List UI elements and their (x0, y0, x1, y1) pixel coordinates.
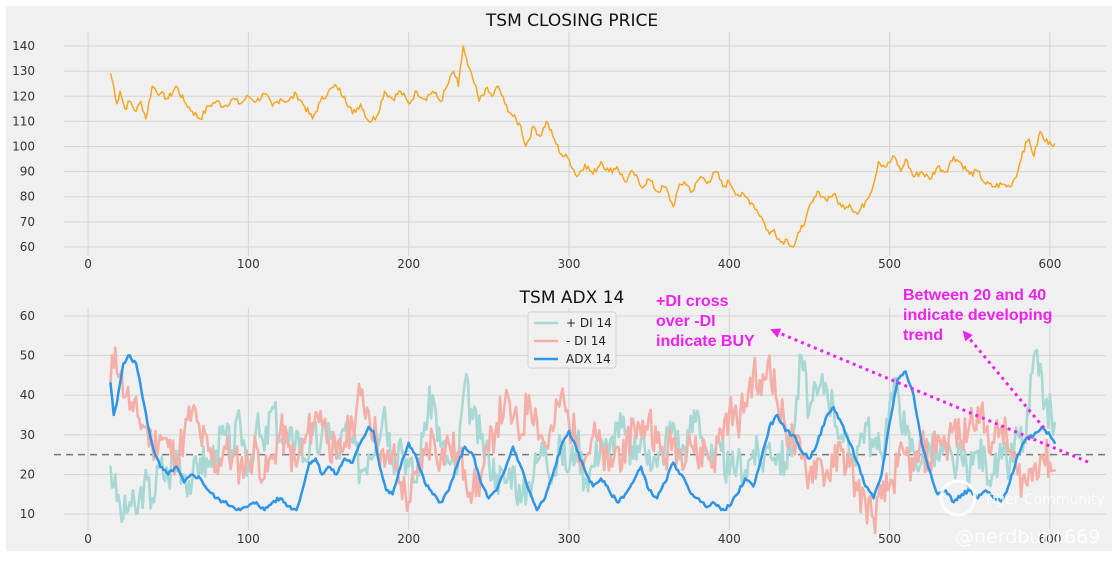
watermark: Tiger Community @nerdbull1669 (939, 479, 1105, 548)
price-grid (64, 32, 1106, 256)
price-tick-labels: 0 100 200 300 400 500 600 60 70 80 90 100 110 120 130 1… (12, 39, 1061, 271)
adx-xtick-label: 500 (878, 532, 901, 546)
price-xtick-label: 0 (84, 257, 92, 271)
price-xtick-label: 500 (878, 257, 901, 271)
adx-ytick-label: 30 (20, 428, 35, 442)
price-ytick-label: 80 (20, 190, 35, 204)
buy-annotation: +DI cross over -DI indicate BUY (656, 293, 1089, 464)
adx-chart-title: TSM ADX 14 (519, 288, 625, 308)
watermark-brand: Tiger Community (983, 492, 1105, 508)
trend-annotation-line-1: Between 20 and 40 (903, 287, 1046, 304)
price-series (109, 45, 1056, 248)
legend-label-minus-di: - DI 14 (566, 334, 606, 348)
adx-ytick-label: 60 (20, 309, 35, 323)
price-ytick-label: 100 (12, 140, 35, 154)
price-xtick-label: 300 (558, 257, 581, 271)
buy-annotation-arrow (770, 328, 1089, 464)
price-chart-title: TSM CLOSING PRICE (485, 11, 658, 31)
series-line-di-14 (109, 346, 1056, 535)
adx-ytick-label: 40 (20, 388, 35, 402)
price-ytick-label: 70 (20, 215, 35, 229)
price-ytick-label: 130 (12, 64, 35, 78)
legend-label-plus-di: + DI 14 (566, 316, 612, 330)
watermark-handle: @nerdbull1669 (955, 526, 1100, 548)
adx-xtick-label: 600 (1038, 532, 1061, 546)
price-chart: 0 100 200 300 400 500 600 60 70 80 90 100 110 120 130 1… (12, 11, 1106, 271)
adx-tick-labels: 0 100 200 300 400 500 600 10 20 30 40 50 60 (20, 309, 1062, 546)
adx-xtick-label: 200 (397, 532, 420, 546)
legend-label-adx: ADX 14 (566, 352, 611, 366)
adx-ytick-label: 50 (20, 349, 35, 363)
buy-annotation-line-2: over -DI (656, 313, 716, 330)
buy-annotation-line-3: indicate BUY (656, 333, 755, 350)
price-xtick-label: 400 (718, 257, 741, 271)
price-xtick-label: 600 (1038, 257, 1061, 271)
price-ytick-label: 60 (20, 240, 35, 254)
series-line-adx-14 (109, 354, 1056, 512)
trend-annotation-line-2: indicate developing (903, 307, 1052, 324)
adx-ytick-label: 10 (20, 507, 35, 521)
price-ytick-label: 90 (20, 165, 35, 179)
legend-box (527, 311, 617, 369)
adx-xtick-label: 300 (558, 532, 581, 546)
tiger-logo-icon (939, 479, 977, 517)
adx-chart: 0 100 200 300 400 500 600 10 20 30 40 50 60 TSM ADX … (20, 288, 1106, 546)
adx-xtick-label: 400 (718, 532, 741, 546)
adx-xtick-label: 0 (84, 532, 92, 546)
trend-annotation: Between 20 and 40 indicate developing tr… (903, 287, 1052, 429)
series-line-close (109, 45, 1056, 248)
buy-annotation-line-1: +DI cross (656, 293, 729, 310)
price-ytick-label: 140 (12, 39, 35, 53)
adx-series (109, 346, 1056, 535)
adx-xtick-label: 100 (237, 532, 260, 546)
adx-ytick-label: 20 (20, 467, 35, 481)
price-xtick-label: 200 (397, 257, 420, 271)
price-ytick-label: 110 (12, 114, 35, 128)
legend: + DI 14 - DI 14 ADX 14 (527, 311, 617, 369)
trend-annotation-line-3: trend (903, 327, 943, 344)
price-xtick-label: 100 (237, 257, 260, 271)
price-ytick-label: 120 (12, 89, 35, 103)
